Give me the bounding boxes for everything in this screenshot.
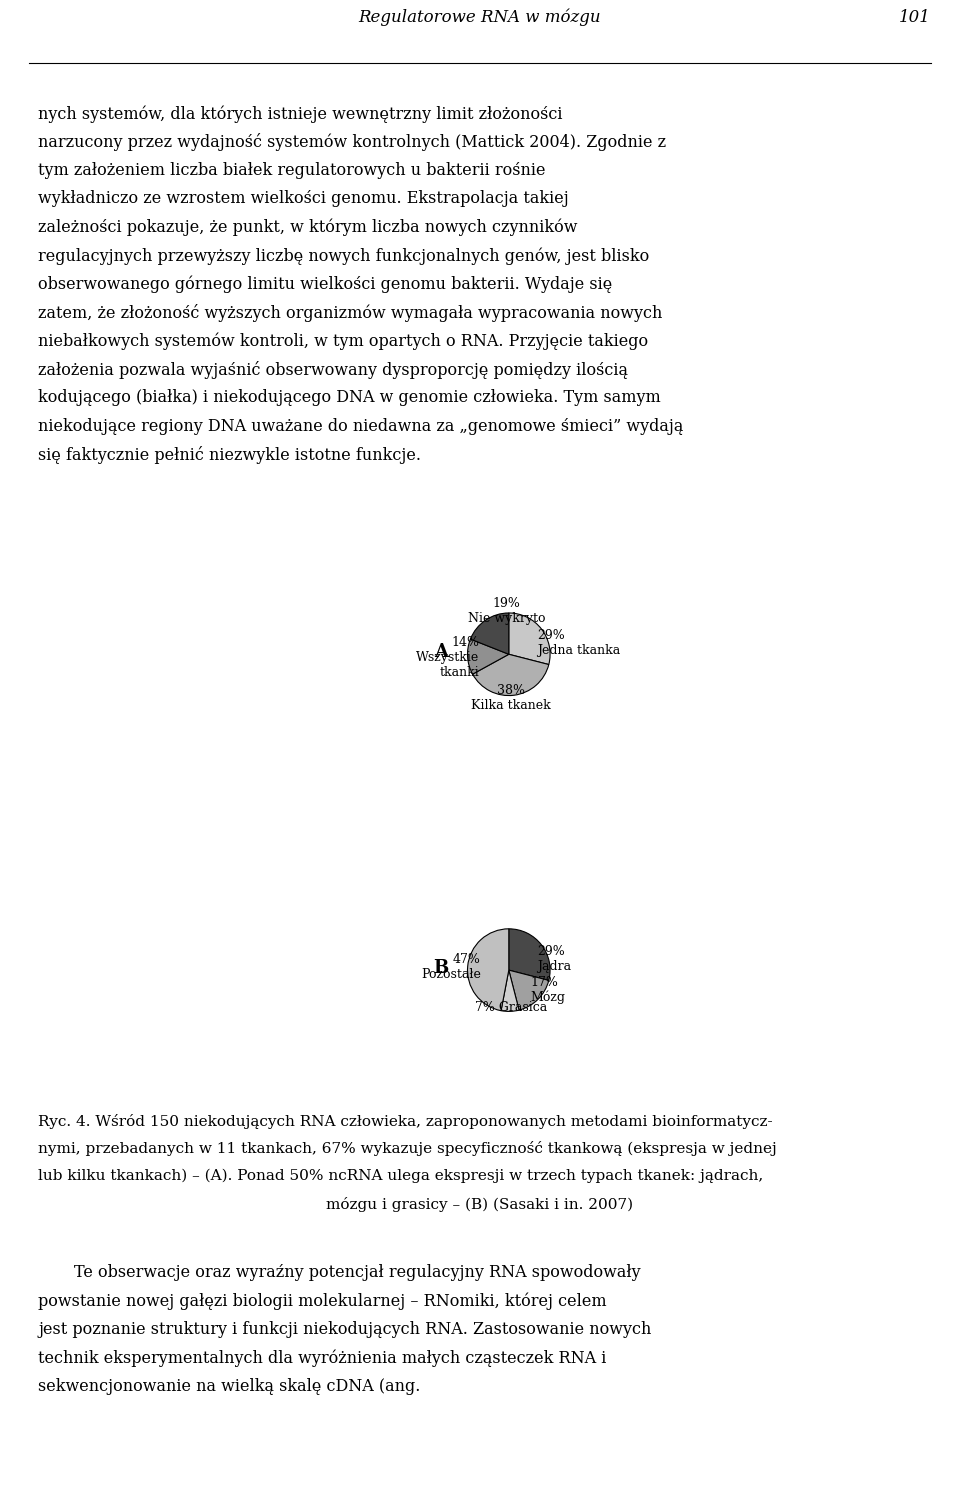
Text: narzucony przez wydajność systemów kontrolnych (Mattick 2004). Zgodnie z: narzucony przez wydajność systemów kontr… xyxy=(38,134,666,152)
Text: tym założeniem liczba białek regulatorowych u bakterii rośnie: tym założeniem liczba białek regulatorow… xyxy=(38,162,546,179)
Wedge shape xyxy=(472,654,549,695)
Text: 19%
Nie wykryto: 19% Nie wykryto xyxy=(468,597,545,624)
Text: technik eksperymentalnych dla wyróżnienia małych cząsteczek RNA i: technik eksperymentalnych dla wyróżnieni… xyxy=(38,1349,607,1367)
Wedge shape xyxy=(470,614,509,654)
Text: zależności pokazuje, że punkt, w którym liczba nowych czynników: zależności pokazuje, że punkt, w którym … xyxy=(38,218,578,236)
Text: 17%
Mózg: 17% Mózg xyxy=(530,976,565,1005)
Text: niebałkowych systemów kontroli, w tym opartych o RNA. Przyjęcie takiego: niebałkowych systemów kontroli, w tym op… xyxy=(38,332,649,350)
Text: powstanie nowej gałęzi biologii molekularnej – RNomiki, której celem: powstanie nowej gałęzi biologii molekula… xyxy=(38,1293,607,1310)
Wedge shape xyxy=(509,614,550,665)
Text: 38%
Kilka tkanek: 38% Kilka tkanek xyxy=(471,684,551,711)
Text: B: B xyxy=(433,960,448,978)
Text: lub kilku tkankach) – (A). Ponad 50% ncRNA ulega ekspresji w trzech typach tkane: lub kilku tkankach) – (A). Ponad 50% ncR… xyxy=(38,1169,763,1184)
Text: 14%
Wszystkie
tkanki: 14% Wszystkie tkanki xyxy=(416,636,479,680)
Text: 101: 101 xyxy=(900,9,931,26)
Text: wykładniczo ze wzrostem wielkości genomu. Ekstrapolacja takiej: wykładniczo ze wzrostem wielkości genomu… xyxy=(38,191,569,208)
Text: niekodujące regiony DNA uważane do niedawna za „genomowe śmieci” wydają: niekodujące regiony DNA uważane do nieda… xyxy=(38,418,684,435)
Text: regulacyjnych przewyższy liczbę nowych funkcjonalnych genów, jest blisko: regulacyjnych przewyższy liczbę nowych f… xyxy=(38,247,650,265)
Text: Te obserwacje oraz wyraźny potencjał regulacyjny RNA spowodowały: Te obserwacje oraz wyraźny potencjał reg… xyxy=(74,1265,640,1281)
Text: Ryc. 4. Wśród 150 niekodujących RNA człowieka, zaproponowanych metodami bioinfor: Ryc. 4. Wśród 150 niekodujących RNA czło… xyxy=(38,1114,773,1128)
Text: Regulatorowe RNA w mózgu: Regulatorowe RNA w mózgu xyxy=(359,9,601,26)
Text: 29%
Jądra: 29% Jądra xyxy=(537,945,571,973)
Text: obserwowanego górnego limitu wielkości genomu bakterii. Wydaje się: obserwowanego górnego limitu wielkości g… xyxy=(38,275,612,293)
Text: nych systemów, dla których istnieje wewnętrzny limit złożoności: nych systemów, dla których istnieje wewn… xyxy=(38,105,563,122)
Text: A: A xyxy=(434,644,447,662)
Text: 29%
Jedna tkanka: 29% Jedna tkanka xyxy=(537,629,620,657)
Text: założenia pozwala wyjaśnić obserwowany dysproporcję pomiędzy ilością: założenia pozwala wyjaśnić obserwowany d… xyxy=(38,361,629,379)
Text: nymi, przebadanych w 11 tkankach, 67% wykazuje specyficzność tkankową (ekspresja: nymi, przebadanych w 11 tkankach, 67% wy… xyxy=(38,1142,778,1157)
Text: 47%
Pozostałe: 47% Pozostałe xyxy=(420,954,481,981)
Wedge shape xyxy=(509,970,549,1011)
Text: 7% Grasica: 7% Grasica xyxy=(475,1002,547,1014)
Text: jest poznanie struktury i funkcji niekodujących RNA. Zastosowanie nowych: jest poznanie struktury i funkcji niekod… xyxy=(38,1321,652,1339)
Text: zatem, że złożoność wyższych organizmów wymagała wypracowania nowych: zatem, że złożoność wyższych organizmów … xyxy=(38,304,662,322)
Wedge shape xyxy=(501,970,519,1011)
Wedge shape xyxy=(509,929,550,981)
Text: się faktycznie pełnić niezwykle istotne funkcje.: się faktycznie pełnić niezwykle istotne … xyxy=(38,447,421,465)
Wedge shape xyxy=(468,639,509,674)
Text: sekwencjonowanie na wielką skalę cDNA (ang.: sekwencjonowanie na wielką skalę cDNA (a… xyxy=(38,1378,420,1396)
Text: mózgu i grasicy – (B) (Sasaki i in. 2007): mózgu i grasicy – (B) (Sasaki i in. 2007… xyxy=(326,1197,634,1212)
Text: kodującego (białka) i niekodującego DNA w genomie człowieka. Tym samym: kodującego (białka) i niekodującego DNA … xyxy=(38,390,661,406)
Wedge shape xyxy=(468,929,509,1011)
